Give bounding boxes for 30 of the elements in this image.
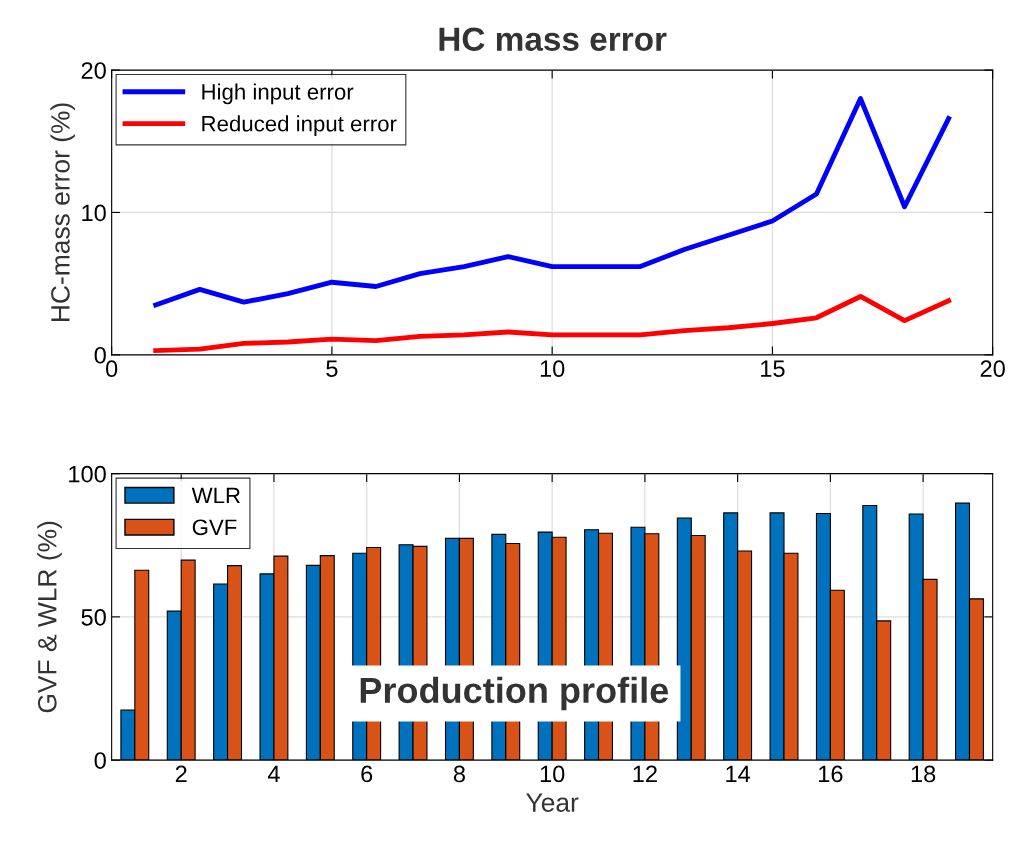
x-tick-label: 15	[761, 360, 785, 378]
y-tick-label: 50	[81, 608, 106, 626]
x-tick-label: 14	[726, 765, 751, 783]
x-tick-label: 10	[540, 765, 565, 783]
legend-label: Reduced input error	[202, 115, 397, 136]
x-tick-label: 10	[540, 360, 565, 378]
legend-label: WLR	[191, 487, 240, 504]
x-tick-label: 8	[453, 765, 465, 783]
x-tick-label: 2	[175, 765, 187, 783]
y-tick-label: 20	[81, 62, 106, 79]
line-series	[153, 294, 952, 353]
y-tick-label: 0	[94, 346, 106, 364]
x-axis-title: Year	[526, 793, 579, 812]
chart-title: HC mass error	[439, 27, 667, 51]
legend-label: High input error	[202, 83, 354, 105]
x-tick-label: 6	[361, 765, 373, 783]
x-tick-label: 20	[980, 360, 1005, 378]
annotation: Production profile	[360, 676, 669, 711]
legend-label: GVF	[192, 519, 237, 536]
y-axis-title: GVF & WLR (%)	[37, 521, 62, 713]
y-axis-title: HC-mass error (%)	[50, 103, 75, 321]
y-tick-label: 0	[94, 752, 106, 769]
x-tick-label: 0	[106, 360, 118, 378]
x-tick-label: 18	[911, 765, 936, 783]
x-tick-label: 16	[819, 765, 843, 783]
x-tick-label: 12	[633, 765, 657, 783]
x-tick-label: 5	[326, 360, 338, 378]
y-tick-label: 100	[69, 465, 106, 483]
y-tick-label: 10	[82, 204, 106, 222]
x-tick-label: 4	[267, 765, 280, 783]
